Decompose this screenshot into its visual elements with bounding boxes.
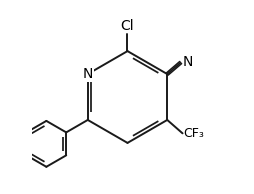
Text: N: N [82,67,92,81]
Text: CF₃: CF₃ [183,127,203,140]
Text: Cl: Cl [120,19,134,33]
Text: N: N [182,55,192,69]
